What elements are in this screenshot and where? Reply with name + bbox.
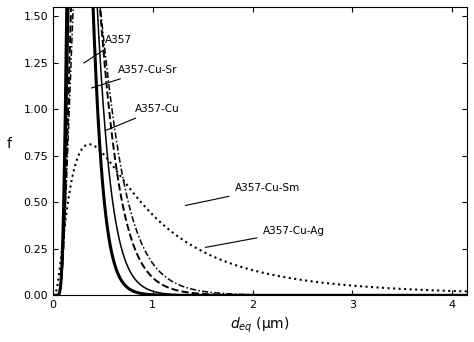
Text: A357-Cu-Sr: A357-Cu-Sr: [91, 65, 177, 88]
Text: A357-Cu: A357-Cu: [105, 104, 180, 131]
Text: A357-Cu-Ag: A357-Cu-Ag: [205, 226, 325, 247]
Y-axis label: f: f: [7, 137, 12, 151]
Text: A357-Cu-Sm: A357-Cu-Sm: [185, 183, 300, 206]
Text: A357: A357: [84, 36, 132, 63]
X-axis label: $d_{eq}$ (μm): $d_{eq}$ (μm): [230, 316, 290, 335]
